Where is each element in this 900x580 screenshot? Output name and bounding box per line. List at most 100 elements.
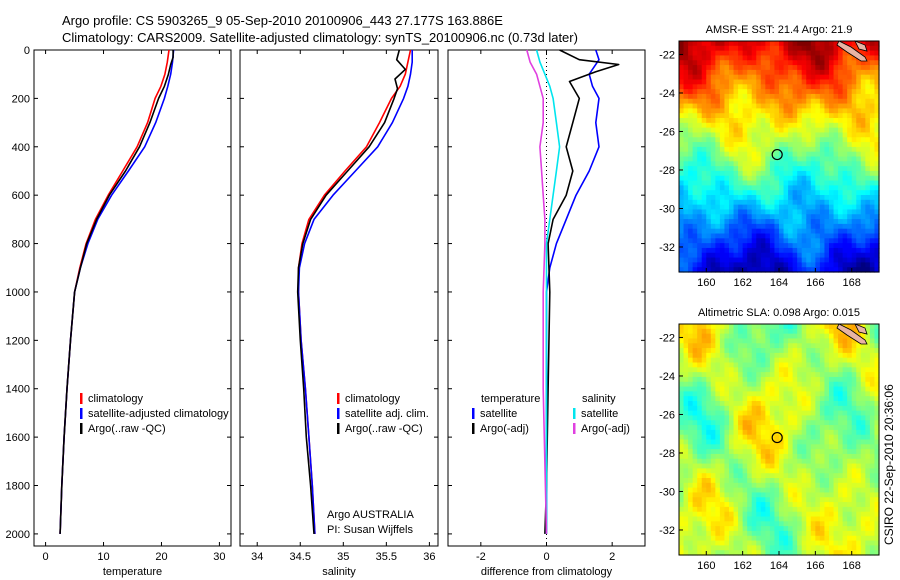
sla-map-cell (792, 473, 798, 479)
sst-map-cell (874, 137, 880, 143)
sla-map-cell (747, 502, 753, 508)
sla-map-cell (729, 401, 735, 407)
sst-map-cell (856, 118, 862, 124)
sla-map-cell (833, 348, 839, 354)
sst-map-cell (692, 113, 698, 119)
sst-map-cell (842, 190, 848, 196)
sla-map-cell (847, 449, 853, 455)
sla-map-cell (806, 405, 812, 412)
sst-map-cell (692, 79, 698, 85)
sst-map-cell (715, 233, 721, 239)
sla-map-cell (760, 506, 766, 513)
sst-map-cell (688, 50, 694, 57)
sst-map-cell (692, 185, 698, 191)
sst-map-cell (692, 74, 698, 81)
sst-map-cell (797, 41, 803, 47)
sla-map-cell (824, 497, 830, 503)
sst-map-cell (856, 180, 862, 186)
sst-map-cell (742, 233, 748, 239)
sst-map-cell (751, 127, 757, 134)
sst-map-cell (688, 93, 694, 100)
sst-map-cell (683, 55, 689, 61)
sla-map-cell (769, 372, 776, 378)
sla-map-cell (729, 410, 735, 417)
sst-map-cell (738, 204, 744, 211)
sst-map-cell (710, 161, 716, 167)
sla-map-cell (692, 540, 698, 546)
sla-map-cell (783, 396, 789, 402)
difference-xlabel: difference from climatology (481, 566, 613, 578)
sla-map-cell (729, 391, 735, 397)
sla-map-cell (874, 405, 880, 412)
sst-map-cell (774, 257, 780, 263)
sla-map-cell (788, 415, 794, 421)
sst-map-cell (824, 199, 830, 206)
sla-map-cell (774, 391, 780, 397)
sst-map-cell (738, 195, 744, 201)
sla-map-cell (742, 516, 748, 522)
sst-map-cell (765, 89, 771, 95)
sst-map-cell (710, 132, 716, 138)
sst-map-cell (815, 161, 821, 167)
sst-map-cell (792, 257, 798, 263)
sla-map-cell (724, 502, 730, 508)
sst-map-cell (679, 132, 685, 138)
sla-map-cell (829, 492, 835, 498)
sla-map-cell (719, 463, 726, 469)
sla-map-cell (851, 362, 857, 368)
sla-map-cell (851, 352, 857, 359)
sst-map-cell (801, 127, 807, 134)
sst-map-cell (733, 204, 739, 211)
sst-map-cell (724, 161, 730, 167)
sst-map-cell (738, 146, 744, 153)
sst-map-cell (692, 132, 698, 138)
sst-map-cell (829, 156, 835, 162)
sla-map-cell (865, 540, 871, 546)
sla-map-cell (719, 333, 726, 340)
sst-map-cell (869, 262, 876, 268)
sla-map-cell (697, 502, 703, 508)
sla-map-cell (847, 511, 853, 518)
sst-map-cell (838, 156, 844, 162)
sla-map-cell (769, 516, 776, 522)
sst-map-cell (701, 228, 707, 235)
sst-map-cell (833, 118, 839, 124)
sst-map-cell (701, 195, 707, 201)
sst-map-cell (683, 170, 689, 177)
sla-map-cell (733, 401, 739, 407)
sla-map-cell (824, 401, 830, 407)
sla-map-cell (851, 338, 857, 344)
sst-map-cell (833, 199, 839, 206)
sst-map-cell (692, 103, 698, 109)
sla-map-cell (679, 367, 685, 373)
sst-map-cell (792, 190, 798, 196)
sla-map-cell (792, 333, 798, 340)
sst-map-cell (856, 142, 862, 148)
sst-map-cell (679, 74, 685, 81)
sst-map-cell (724, 233, 730, 239)
sst-map-cell (865, 146, 871, 153)
sla-map-cell (824, 530, 830, 537)
sst-map-cell (724, 55, 730, 61)
sla-map-cell (729, 521, 735, 527)
sla-map-cell (760, 530, 766, 537)
sst-map-cell (851, 69, 857, 76)
sla-map-cell (715, 357, 721, 364)
sst-map-cell (774, 252, 780, 259)
sst-map-cell (829, 262, 835, 268)
sst-map-cell (860, 199, 866, 206)
sst-map-cell (751, 45, 757, 52)
sst-map-cell (760, 166, 766, 172)
sst-map-cell (715, 190, 721, 196)
sla-map-cell (869, 376, 876, 383)
sla-map-cell (733, 381, 739, 388)
temperature-xtick-label: 30 (213, 551, 225, 563)
sla-map-cell (797, 535, 803, 542)
sst-map-cell (774, 233, 780, 239)
sla-map-cell (788, 526, 794, 532)
sst-map-cell (815, 233, 821, 239)
sst-map-cell (760, 195, 766, 201)
sla-map-cell (801, 550, 807, 556)
sst-map-cell (715, 98, 721, 105)
sst-map-cell (806, 142, 812, 148)
